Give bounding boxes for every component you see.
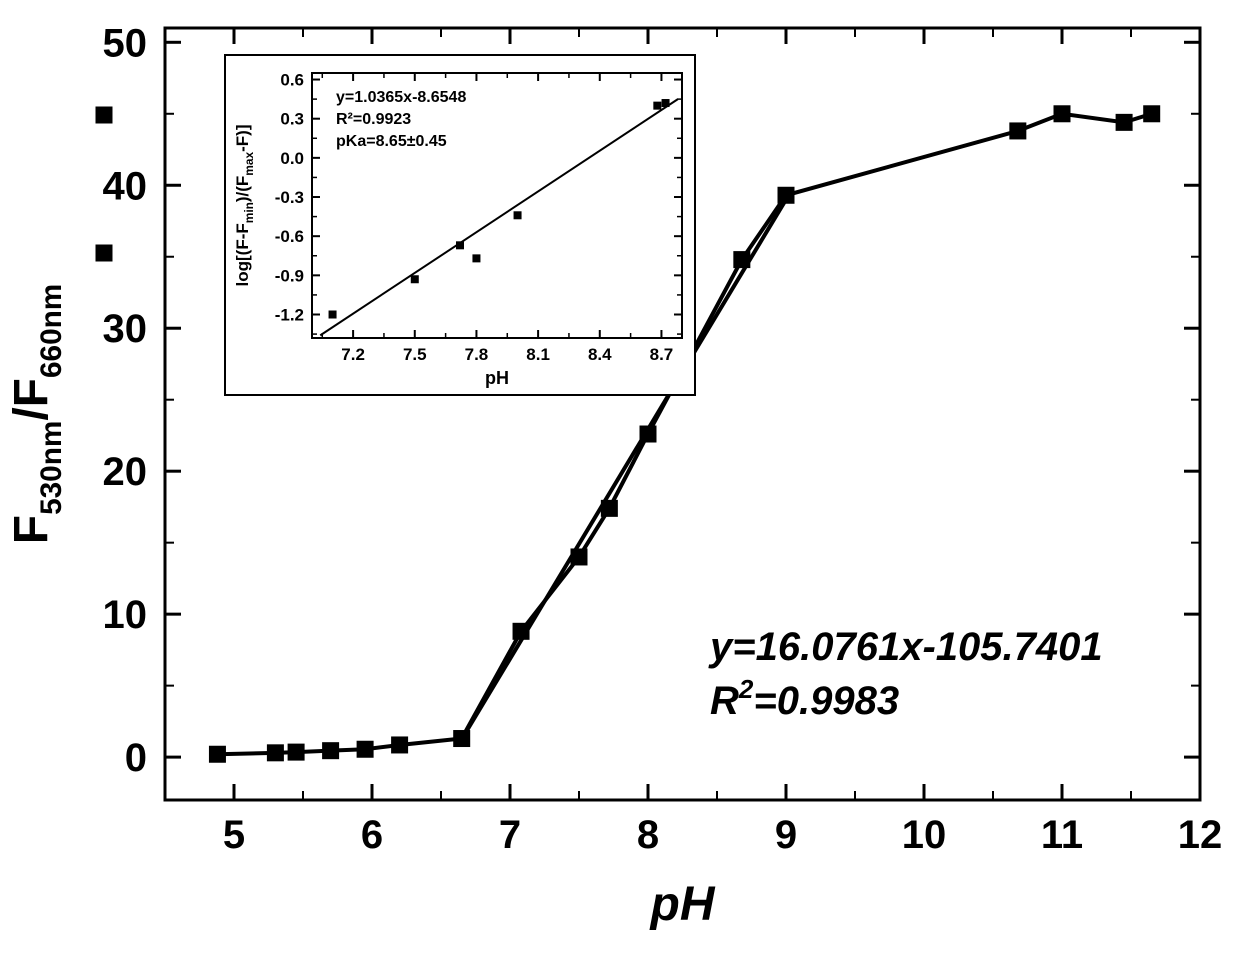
svg-text:0.0: 0.0: [280, 149, 304, 168]
svg-text:pH: pH: [649, 878, 716, 931]
svg-text:9: 9: [775, 813, 797, 857]
svg-text:10: 10: [103, 593, 148, 637]
svg-text:y=1.0365x-8.6548: y=1.0365x-8.6548: [336, 89, 466, 106]
svg-text:8.7: 8.7: [650, 345, 674, 364]
svg-text:7.8: 7.8: [465, 345, 489, 364]
svg-text:8.4: 8.4: [588, 345, 612, 364]
chart-root: 5 6 7 8 9 10 11 12 pH 0 10 20 30 40 50 F530nm/F660nm y=1…: [0, 0, 1240, 960]
svg-text:8.1: 8.1: [526, 345, 550, 364]
svg-text:R2=0.9983: R2=0.9983: [710, 674, 899, 723]
svg-text:7.2: 7.2: [341, 345, 365, 364]
svg-text:-0.9: -0.9: [275, 266, 304, 285]
svg-text:40: 40: [103, 164, 148, 208]
svg-text:7: 7: [499, 813, 521, 857]
svg-text:30: 30: [103, 307, 148, 351]
svg-text:-0.6: -0.6: [275, 227, 304, 246]
svg-text:50: 50: [103, 21, 148, 65]
svg-text:0.6: 0.6: [280, 71, 304, 90]
svg-text:F530nm/F660nm: F530nm/F660nm: [5, 284, 68, 545]
svg-text:11: 11: [1041, 813, 1083, 857]
chart-svg: 5 6 7 8 9 10 11 12 pH 0 10 20 30 40 50 F530nm/F660nm y=1…: [0, 0, 1240, 960]
svg-text:8: 8: [637, 813, 659, 857]
svg-text:6: 6: [361, 813, 383, 857]
svg-text:0: 0: [125, 736, 147, 780]
svg-text:pKa=8.65±0.45: pKa=8.65±0.45: [336, 133, 447, 150]
svg-text:-0.3: -0.3: [275, 188, 304, 207]
svg-text:R²=0.9923: R²=0.9923: [336, 111, 411, 128]
svg-text:y=16.0761x-105.7401: y=16.0761x-105.7401: [708, 625, 1103, 669]
svg-text:-1.2: -1.2: [275, 306, 304, 325]
svg-text:20: 20: [103, 450, 148, 494]
svg-text:pH: pH: [485, 368, 509, 388]
svg-text:0.3: 0.3: [280, 110, 304, 129]
svg-text:7.5: 7.5: [403, 345, 427, 364]
svg-text:10: 10: [902, 813, 947, 857]
svg-text:12: 12: [1178, 813, 1223, 857]
svg-text:5: 5: [223, 813, 245, 857]
